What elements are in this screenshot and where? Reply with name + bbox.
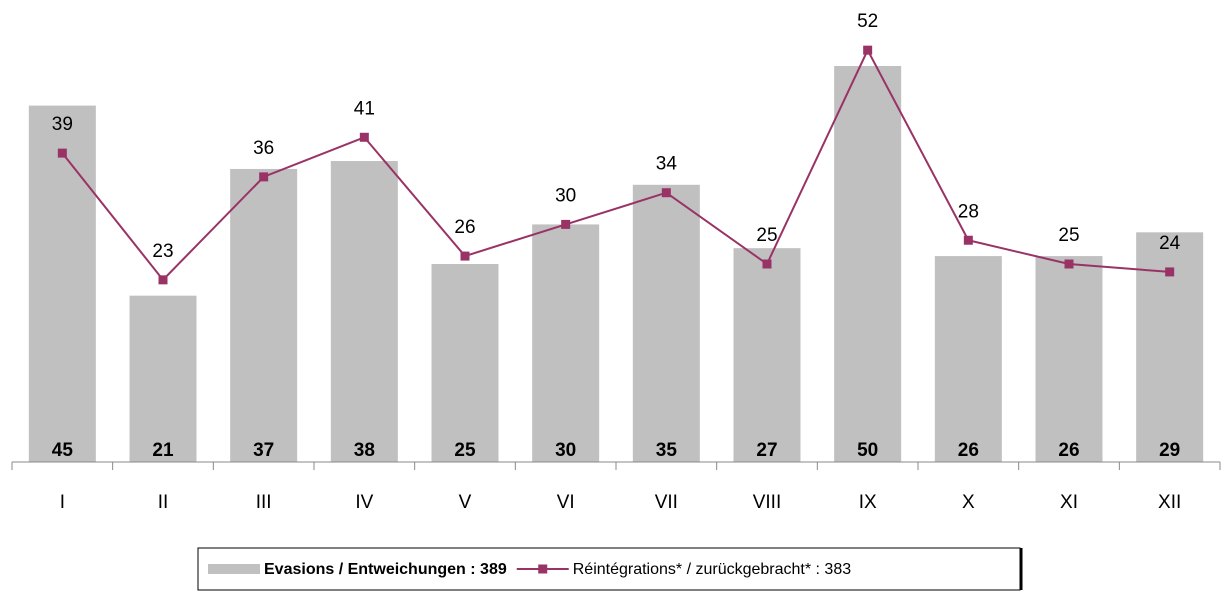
bar xyxy=(330,161,398,463)
line-value-label: 52 xyxy=(857,11,878,32)
legend: Evasions / Entweichungen : 389 Réintégrat… xyxy=(197,547,1023,591)
bar-value-label: 30 xyxy=(555,440,576,461)
bar-value-label: 26 xyxy=(1058,440,1079,461)
x-tick-label: II xyxy=(158,492,169,513)
bar xyxy=(733,248,801,462)
line-value-label: 24 xyxy=(1159,233,1181,254)
bar-value-label: 38 xyxy=(354,440,375,461)
line-marker xyxy=(561,219,571,229)
line-marker xyxy=(1064,259,1074,269)
bar xyxy=(129,295,197,462)
line-marker xyxy=(359,132,369,142)
bar xyxy=(834,66,902,462)
line-marker xyxy=(863,45,873,55)
line-marker xyxy=(661,188,671,198)
x-tick-label: XI xyxy=(1060,492,1078,513)
legend-label: Evasions / Entweichungen : 389 xyxy=(264,561,507,578)
line-value-label: 28 xyxy=(958,201,979,222)
line-value-label: 41 xyxy=(354,98,375,119)
line-value-label: 25 xyxy=(756,225,777,246)
x-tick-label: XII xyxy=(1158,492,1181,513)
bar xyxy=(28,105,96,462)
line-marker xyxy=(460,251,470,261)
x-tick-label: IX xyxy=(859,492,877,513)
line-marker xyxy=(57,148,67,158)
bar-value-label: 26 xyxy=(958,440,979,461)
line-value-label: 30 xyxy=(555,185,576,206)
line-marker xyxy=(963,235,973,245)
line-value-label: 36 xyxy=(253,138,274,159)
bar-value-label: 21 xyxy=(152,440,174,461)
legend-marker xyxy=(538,564,548,574)
x-tick-label: V xyxy=(459,492,472,513)
line-marker xyxy=(158,275,168,285)
line-marker xyxy=(259,172,269,182)
line-value-label: 23 xyxy=(152,241,173,262)
legend-label: Réintégrations* / zurückgebracht* : 383 xyxy=(573,561,851,578)
bar xyxy=(230,168,298,462)
bar xyxy=(632,184,700,463)
bar-value-label: 50 xyxy=(857,440,878,461)
bar-value-label: 27 xyxy=(756,440,777,461)
x-tick-label: I xyxy=(60,492,65,513)
line-value-label: 25 xyxy=(1058,225,1079,246)
x-tick-label: IV xyxy=(355,492,373,513)
bar xyxy=(1136,232,1204,462)
x-tick-label: VII xyxy=(655,492,678,513)
line-value-label: 34 xyxy=(656,154,678,175)
line-series xyxy=(61,47,1170,282)
line-marker xyxy=(1165,267,1175,277)
bar-value-label: 25 xyxy=(454,440,476,461)
x-tick-label: VIII xyxy=(753,492,782,513)
bar-value-label: 37 xyxy=(253,440,274,461)
bar xyxy=(1035,256,1103,462)
x-tick-label: X xyxy=(962,492,975,513)
bar xyxy=(431,264,499,462)
line-value-label: 39 xyxy=(52,114,73,135)
bar-value-label: 45 xyxy=(52,440,74,461)
line-value-label: 26 xyxy=(454,217,475,238)
line-marker xyxy=(762,259,772,269)
legend-swatch xyxy=(208,564,260,574)
bar xyxy=(934,256,1002,462)
x-tick-label: III xyxy=(256,492,272,513)
bar xyxy=(532,224,600,462)
x-tick-label: VI xyxy=(557,492,575,513)
bar-value-label: 29 xyxy=(1159,440,1180,461)
bar-value-label: 35 xyxy=(656,440,678,461)
